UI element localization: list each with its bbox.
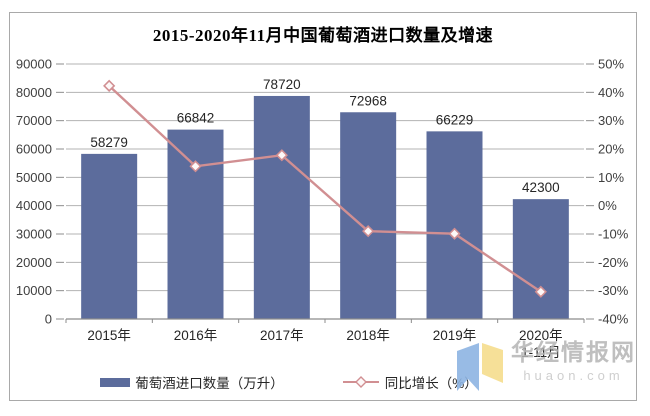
- legend-item-bar-series: 葡萄酒进口数量（万升）: [100, 372, 284, 392]
- bar-2018年: [340, 112, 397, 320]
- y-axis-left-label: 40000: [16, 198, 52, 213]
- bar-2016年: [167, 129, 224, 319]
- bar-value-label: 58279: [90, 135, 128, 150]
- y-axis-left-label: 30000: [16, 227, 52, 242]
- y-axis-left-label: 50000: [16, 170, 52, 185]
- y-axis-right-label: -10%: [598, 227, 629, 242]
- chart-title: 2015-2020年11月中国葡萄酒进口数量及增速: [152, 26, 494, 45]
- legend-label-line-series: 同比增长（%）: [384, 376, 478, 391]
- y-axis-right-label: -20%: [598, 255, 629, 270]
- growth-point-2016年: [189, 160, 202, 173]
- growth-point-2019年: [448, 227, 461, 240]
- x-axis-label: 2017年: [260, 328, 304, 343]
- y-axis-right-label: 50%: [598, 57, 624, 72]
- y-axis-right-label: -30%: [598, 283, 629, 298]
- y-axis-right-label: 20%: [598, 142, 624, 157]
- y-axis-left-label: 60000: [16, 142, 52, 157]
- y-axis-right-label: 30%: [598, 113, 624, 128]
- x-axis-label: 2020年: [519, 328, 563, 343]
- x-axis-label: 2015年: [87, 328, 131, 343]
- bar-2017年: [253, 95, 310, 320]
- y-axis-right-label: -40%: [598, 312, 629, 327]
- growth-point-2017年: [275, 149, 288, 162]
- bar-series-swatch: [100, 377, 131, 387]
- legend-item-line-series: 同比增长（%）: [342, 372, 478, 392]
- growth-point-2015年: [103, 79, 116, 92]
- y-axis-left-label: 20000: [16, 255, 52, 270]
- y-axis-left-label: 70000: [16, 113, 52, 128]
- y-axis-right-label: 0%: [598, 198, 617, 213]
- bar-value-label: 72968: [349, 93, 387, 108]
- y-axis-right-label: 40%: [598, 85, 624, 100]
- line-series-swatch: [342, 376, 379, 388]
- bar-value-label: 78720: [263, 77, 301, 92]
- growth-point-2018年: [362, 225, 375, 238]
- x-axis-label: 2019年: [433, 328, 477, 343]
- x-axis-label: 2018年: [346, 328, 390, 343]
- chart-legend: 葡萄酒进口数量（万升） 同比增长（%）: [9, 372, 569, 392]
- y-axis-left-label: 80000: [16, 85, 52, 100]
- bar-2019年: [426, 131, 483, 319]
- x-axis-label-note: 1-11月: [521, 345, 561, 360]
- bar-value-label: 66229: [436, 112, 474, 127]
- growth-line: [108, 84, 542, 293]
- y-axis-left-label: 0: [45, 312, 52, 327]
- bar-2015年: [81, 153, 138, 319]
- bar-value-label: 42300: [522, 180, 560, 195]
- bar-2020年: [512, 199, 569, 319]
- legend-label-bar-series: 葡萄酒进口数量（万升）: [135, 376, 284, 391]
- y-axis-left-label: 90000: [16, 57, 52, 72]
- x-axis-label: 2016年: [174, 328, 218, 343]
- y-axis-right-label: 10%: [598, 170, 624, 185]
- bar-value-label: 66842: [177, 111, 215, 126]
- y-axis-left-label: 10000: [16, 283, 52, 298]
- growth-point-2020年: [534, 285, 547, 298]
